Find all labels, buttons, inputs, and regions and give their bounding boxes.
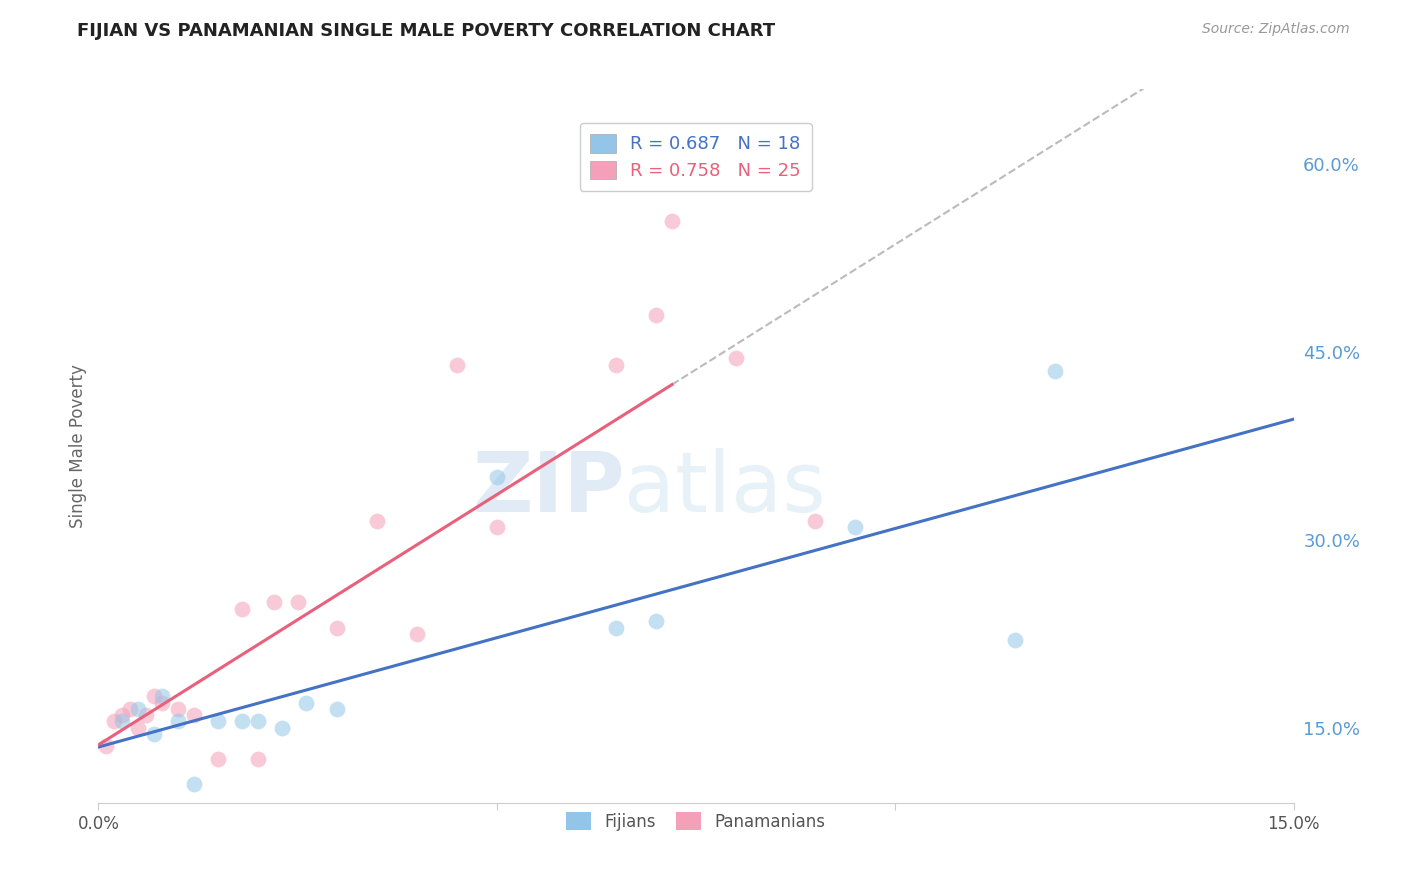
Point: [446, 358, 468, 372]
Point: [326, 702, 349, 716]
Point: [645, 614, 668, 628]
Text: atlas: atlas: [624, 449, 825, 529]
Point: [231, 601, 253, 615]
Point: [366, 514, 388, 528]
Point: [207, 752, 229, 766]
Point: [103, 714, 125, 729]
Point: [183, 708, 205, 723]
Point: [844, 520, 866, 534]
Point: [246, 752, 269, 766]
Point: [661, 213, 683, 227]
Point: [1043, 364, 1066, 378]
Point: [263, 595, 285, 609]
Point: [207, 714, 229, 729]
Point: [1004, 633, 1026, 648]
Point: [605, 358, 627, 372]
Text: FIJIAN VS PANAMANIAN SINGLE MALE POVERTY CORRELATION CHART: FIJIAN VS PANAMANIAN SINGLE MALE POVERTY…: [77, 22, 776, 40]
Point: [485, 520, 508, 534]
Point: [167, 702, 190, 716]
Point: [287, 595, 309, 609]
Point: [406, 627, 429, 641]
Point: [804, 514, 827, 528]
Point: [135, 708, 157, 723]
Point: [724, 351, 747, 366]
Point: [183, 777, 205, 791]
Point: [485, 470, 508, 484]
Y-axis label: Single Male Poverty: Single Male Poverty: [69, 364, 87, 528]
Point: [294, 696, 316, 710]
Point: [150, 696, 173, 710]
Point: [645, 308, 668, 322]
Point: [111, 714, 134, 729]
Text: ZIP: ZIP: [472, 449, 624, 529]
Point: [167, 714, 190, 729]
Point: [111, 708, 134, 723]
Point: [143, 727, 166, 741]
Point: [96, 739, 118, 754]
Point: [326, 621, 349, 635]
Point: [231, 714, 253, 729]
Point: [270, 721, 292, 735]
Point: [150, 690, 173, 704]
Point: [143, 690, 166, 704]
Point: [605, 621, 627, 635]
Point: [120, 702, 142, 716]
Point: [127, 702, 149, 716]
Point: [127, 721, 149, 735]
Point: [246, 714, 269, 729]
Legend: Fijians, Panamanians: Fijians, Panamanians: [560, 805, 832, 838]
Text: Source: ZipAtlas.com: Source: ZipAtlas.com: [1202, 22, 1350, 37]
